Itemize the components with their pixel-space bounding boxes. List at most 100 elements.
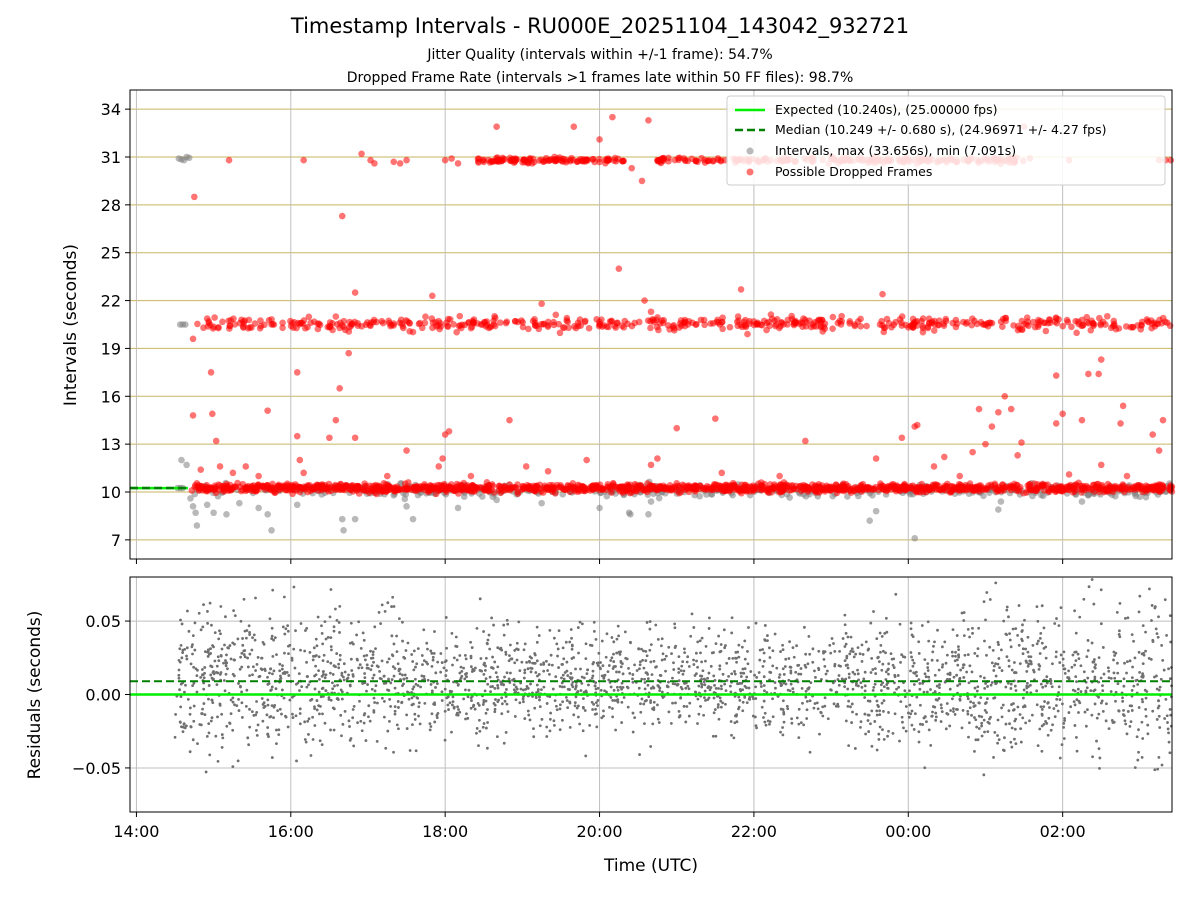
residual-point	[795, 716, 799, 720]
residual-point	[526, 686, 529, 690]
residual-point	[941, 663, 945, 667]
dropped-frame-point	[1154, 320, 1162, 328]
residual-point	[1067, 669, 1070, 673]
residual-point	[566, 674, 570, 677]
residual-point	[1013, 727, 1017, 731]
residual-point	[322, 673, 325, 676]
residual-point	[349, 657, 353, 661]
residual-point	[1055, 697, 1059, 701]
dropped-frame-point	[816, 316, 823, 324]
residual-point	[851, 650, 855, 654]
residual-point	[887, 711, 890, 714]
residual-point	[283, 632, 287, 636]
residual-point	[342, 678, 346, 682]
residual-point	[762, 699, 766, 703]
residual-point	[229, 657, 233, 661]
residual-point	[1028, 719, 1031, 723]
residual-point	[179, 695, 183, 698]
residual-point	[979, 674, 982, 678]
residual-point	[1094, 663, 1097, 667]
residual-point	[224, 672, 228, 676]
dropped-frame-point	[1075, 479, 1082, 487]
dropped-frame-point	[713, 485, 721, 493]
residual-point	[517, 620, 521, 624]
dropped-frame-point	[993, 488, 1001, 495]
residual-point	[491, 655, 494, 659]
interval-point	[696, 492, 703, 500]
residual-point	[1004, 722, 1008, 726]
dropped-frame-point	[930, 463, 938, 470]
dropped-frame-point	[415, 320, 423, 328]
residual-point	[867, 730, 871, 733]
residual-point	[1021, 623, 1024, 627]
residual-point	[222, 679, 226, 682]
dropped-frame-point	[345, 328, 353, 335]
residual-point	[195, 674, 199, 678]
residual-point	[1041, 685, 1045, 689]
dropped-frame-point	[282, 486, 290, 494]
residual-point	[366, 683, 369, 686]
residual-point	[1100, 699, 1104, 703]
residual-point	[509, 671, 512, 675]
residual-point	[643, 681, 647, 684]
residual-point	[332, 707, 336, 711]
dropped-frame-point	[1002, 314, 1009, 322]
residual-point	[1123, 719, 1127, 723]
residual-point	[876, 656, 880, 660]
residual-point	[996, 741, 1000, 745]
dropped-frame-point	[933, 481, 941, 489]
residual-point	[392, 674, 396, 678]
residual-point	[616, 688, 620, 692]
residual-point	[584, 657, 588, 660]
residual-point	[753, 673, 756, 677]
residual-point	[747, 626, 750, 629]
residual-point	[873, 720, 877, 723]
residual-point	[560, 718, 564, 722]
residual-point	[1028, 683, 1032, 687]
dropped-frame-point	[214, 324, 222, 332]
residual-point	[844, 677, 848, 681]
residual-point	[703, 683, 707, 687]
dropped-frame-point	[641, 297, 648, 304]
dropped-frame-point	[544, 467, 552, 475]
residual-point	[359, 646, 363, 650]
residual-point	[266, 726, 270, 729]
residual-point	[271, 588, 275, 592]
residual-point	[538, 695, 541, 699]
residual-point	[1106, 666, 1110, 670]
residual-point	[765, 691, 769, 694]
residual-point	[529, 670, 533, 674]
residual-point	[611, 715, 615, 719]
dropped-frame-point	[807, 323, 815, 331]
residual-point	[337, 666, 341, 670]
residual-point	[482, 630, 485, 633]
residual-point	[1005, 605, 1009, 609]
residual-point	[404, 649, 408, 652]
residual-point	[699, 705, 702, 708]
residual-point	[386, 688, 389, 692]
interval-point	[192, 509, 199, 517]
residual-point	[387, 657, 391, 661]
residual-point	[940, 645, 944, 649]
residual-point	[1067, 711, 1071, 714]
residual-point	[828, 643, 832, 647]
dropped-frame-point	[432, 490, 440, 498]
dropped-frame-point	[385, 317, 392, 325]
dropped-frame-point	[790, 321, 798, 329]
residual-point	[948, 677, 952, 681]
dropped-frame-point	[284, 480, 291, 487]
dropped-frame-point	[1078, 316, 1086, 324]
residual-point	[358, 699, 361, 703]
residual-point	[847, 676, 851, 679]
residual-point	[562, 657, 566, 661]
residual-point	[521, 695, 525, 699]
residual-point	[983, 708, 987, 712]
residual-point	[945, 712, 949, 715]
residual-point	[1092, 602, 1096, 606]
dropped-frame-point	[654, 455, 661, 462]
residual-point	[1012, 661, 1016, 664]
residual-point	[980, 724, 983, 728]
residual-point	[389, 681, 393, 685]
residual-point	[244, 636, 248, 640]
residual-point	[846, 704, 850, 708]
